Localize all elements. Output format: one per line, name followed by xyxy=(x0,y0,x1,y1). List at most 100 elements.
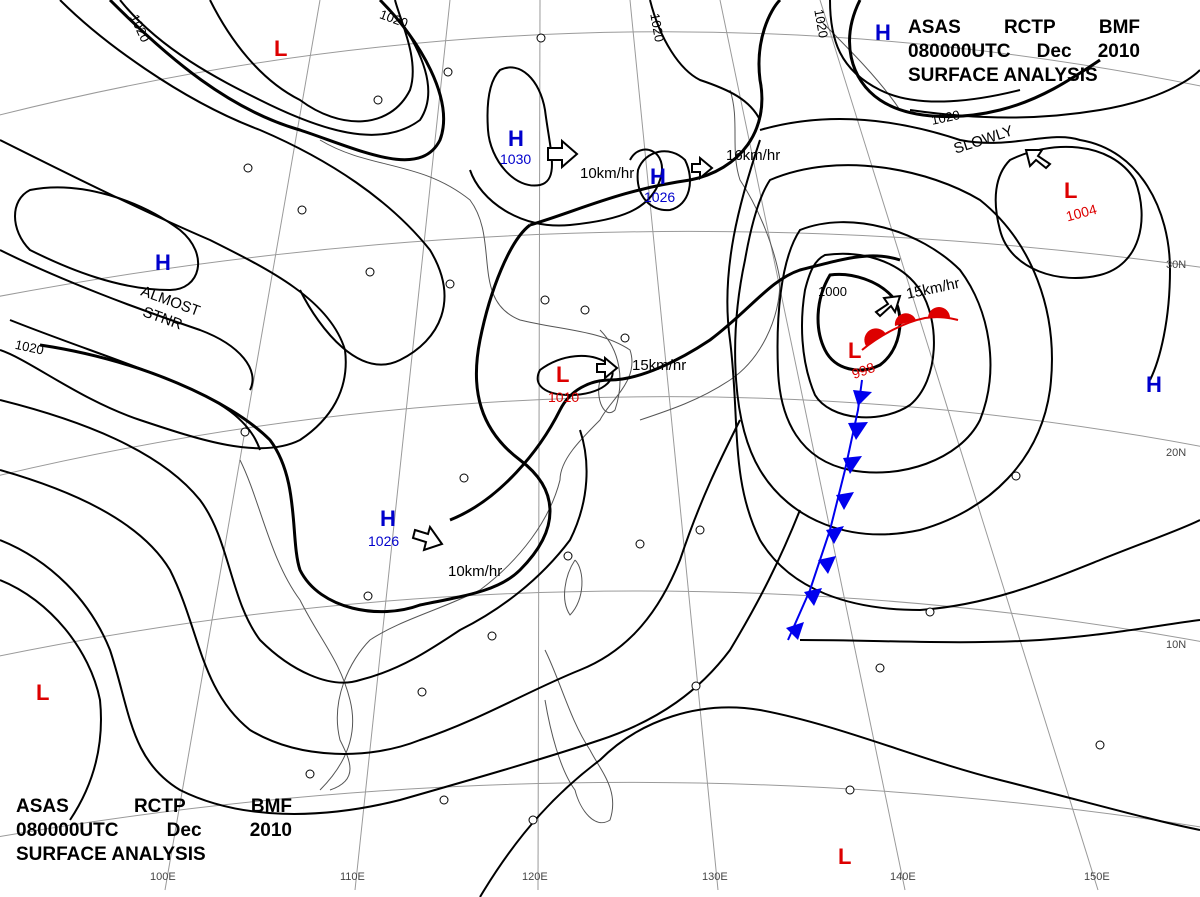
isobar xyxy=(776,221,992,474)
header-month: Dec xyxy=(166,820,202,841)
station-icon xyxy=(305,769,315,779)
isobar xyxy=(479,706,1200,897)
low-center-symbol: L xyxy=(36,680,49,705)
isobar xyxy=(0,139,347,450)
lon-label: 100E xyxy=(150,871,176,883)
station-icon xyxy=(373,95,383,105)
header-title: SURFACE ANALYSIS xyxy=(908,65,1098,86)
longitude-line xyxy=(164,0,321,891)
coastline-philippines xyxy=(544,649,614,823)
header-line-2: 080000UTC Dec 2010 xyxy=(908,40,1140,64)
station-icon xyxy=(487,631,497,641)
coastlines xyxy=(239,19,901,823)
isobar xyxy=(726,139,1200,612)
low-center-symbol: L xyxy=(1064,178,1077,203)
warm-front-bump xyxy=(928,307,950,318)
movement-speed-label: 10km/hr xyxy=(448,563,502,580)
header-code: BMF xyxy=(250,796,292,817)
high-center-symbol: H xyxy=(380,506,396,531)
latitude-line xyxy=(0,781,1200,838)
warm-front-bump xyxy=(894,313,916,326)
cold-front-tri xyxy=(848,422,868,440)
low-center-symbol: L xyxy=(838,844,851,869)
isobar xyxy=(14,186,199,292)
movement-arrow-icon xyxy=(874,294,902,318)
header-year: 2010 xyxy=(1097,41,1140,62)
high-center-symbol: H xyxy=(1146,372,1162,397)
isobar xyxy=(734,164,1053,536)
cold-front-tri xyxy=(836,492,854,510)
station-icon xyxy=(1095,740,1105,750)
isobar xyxy=(829,0,1021,103)
low-center-symbol: L xyxy=(556,362,569,387)
isobar-label: 1020 xyxy=(811,8,831,39)
cold-front-tri xyxy=(826,526,844,544)
coastline-kamchatka xyxy=(819,19,901,111)
station-icon xyxy=(925,607,935,617)
movement-arrow-icon xyxy=(547,138,579,170)
longitude-line xyxy=(354,0,451,891)
chart-header-top: ASAS RCTP BMF 080000UTC Dec 2010 SURFACE… xyxy=(908,16,1140,88)
longitude-line xyxy=(629,0,719,891)
isobar xyxy=(209,0,414,123)
isobar xyxy=(536,354,614,397)
isobar xyxy=(39,223,552,614)
isobar xyxy=(108,0,446,162)
station-icon xyxy=(875,663,885,673)
lon-label: 150E xyxy=(1084,871,1110,883)
header-time: 080000UTC xyxy=(908,41,1011,62)
station-markers xyxy=(240,33,1105,825)
latitude-line xyxy=(0,396,1200,476)
isobar xyxy=(636,150,691,212)
station-icon xyxy=(445,279,455,289)
latitude-line xyxy=(0,230,1200,297)
coastline-taiwan xyxy=(564,559,583,616)
isobar xyxy=(848,0,1101,119)
isobar xyxy=(0,419,741,755)
high-center-symbol: H xyxy=(875,20,891,45)
isobar-label: 1020 xyxy=(127,12,153,45)
fronts xyxy=(786,307,959,641)
movement-arrows xyxy=(411,138,1052,552)
header-station: RCTP xyxy=(1003,17,1056,38)
isobar xyxy=(0,579,102,821)
isobar xyxy=(0,399,588,684)
cold-front-tri xyxy=(853,390,872,406)
movement-speed-label: 15km/hr xyxy=(632,357,686,374)
movement-arrow-icon xyxy=(691,155,714,181)
header-code: BMF xyxy=(1098,17,1140,38)
chart-header-bottom: ASAS RCTP BMF 080000UTC Dec 2010 SURFACE… xyxy=(16,795,292,867)
station-icon xyxy=(540,295,550,305)
station-icon xyxy=(528,815,538,825)
station-icon xyxy=(1011,471,1021,481)
station-icon xyxy=(691,681,701,691)
cold-front-tri xyxy=(818,556,836,574)
header-time: 080000UTC xyxy=(16,820,119,841)
isobar-label: 1020 xyxy=(14,337,45,358)
lat-label: 30N xyxy=(1166,259,1186,271)
header-year: 2010 xyxy=(249,820,292,841)
lat-label: 20N xyxy=(1166,447,1186,459)
station-icon xyxy=(620,333,630,343)
isobar xyxy=(529,0,782,227)
isobar xyxy=(59,0,446,366)
high-center-value: 1030 xyxy=(500,151,531,167)
station-icon xyxy=(563,551,573,561)
lon-label: 110E xyxy=(340,871,365,883)
station-icon xyxy=(297,205,307,215)
header-source: ASAS xyxy=(16,796,69,817)
lat-label: 10N xyxy=(1166,639,1186,651)
low-center-value: 998 xyxy=(850,359,878,382)
station-icon xyxy=(240,427,250,437)
movement-speed-label: 10km/hr xyxy=(580,165,634,182)
coastline-indochina xyxy=(239,459,354,791)
latitude-line xyxy=(0,31,1200,116)
isobar-label: 1000 xyxy=(818,284,847,299)
lon-label: 130E xyxy=(702,871,728,883)
cold-front-tri xyxy=(804,588,822,606)
movement-speed-label: SLOWLY xyxy=(952,122,1016,157)
station-icon xyxy=(363,591,373,601)
header-line-1: ASAS RCTP BMF xyxy=(16,795,292,819)
